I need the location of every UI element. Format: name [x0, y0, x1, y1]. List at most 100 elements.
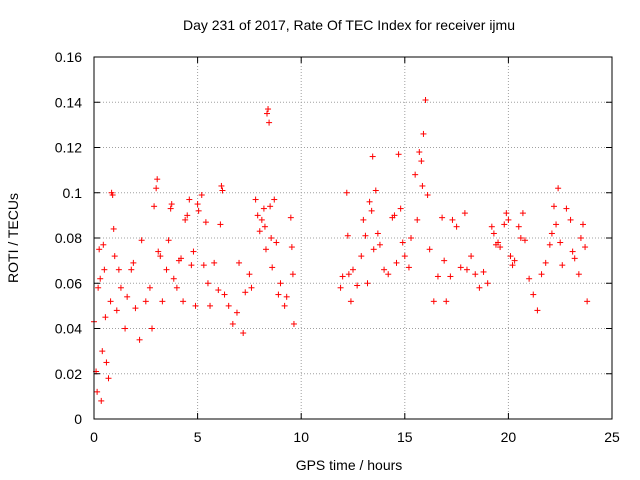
data-point	[136, 336, 143, 343]
data-point	[453, 223, 460, 230]
data-point	[283, 293, 290, 300]
data-point	[509, 262, 516, 269]
data-point	[447, 273, 454, 280]
data-point	[577, 235, 584, 241]
data-point	[426, 246, 433, 253]
data-point	[579, 221, 586, 228]
data-point	[248, 284, 255, 291]
data-point	[395, 151, 402, 158]
data-point	[345, 271, 352, 278]
data-point	[391, 212, 398, 219]
data-point	[184, 212, 191, 219]
y-tick-label: 0.04	[55, 321, 82, 337]
data-point	[105, 375, 112, 382]
data-point	[420, 130, 427, 137]
data-point	[515, 223, 522, 230]
tick-labels: 0 5 10 15 20 25 0 0.02 0.04 0.06 0.08 0.1 0.12 0.14 0.…	[55, 49, 620, 445]
data-point	[343, 189, 350, 196]
data-point	[288, 244, 295, 251]
data-point	[281, 302, 288, 309]
data-point	[488, 223, 495, 230]
data-point	[159, 298, 166, 305]
data-point	[167, 205, 174, 212]
data-point	[258, 216, 265, 223]
data-point	[430, 298, 437, 305]
data-point	[98, 397, 105, 404]
data-point	[376, 241, 383, 248]
data-point	[419, 182, 426, 189]
data-point	[476, 284, 483, 291]
data-point	[109, 192, 116, 199]
data-point	[194, 201, 201, 208]
data-point	[511, 257, 518, 264]
data-point	[267, 203, 274, 210]
data-point	[412, 171, 419, 178]
data-point	[155, 248, 162, 255]
data-point	[130, 259, 137, 266]
data-point	[256, 228, 263, 235]
chart-title: Day 231 of 2017, Rate Of TEC Index for r…	[183, 17, 515, 33]
data-point	[107, 298, 114, 305]
data-point	[142, 298, 149, 305]
y-tick-label: 0	[74, 411, 82, 427]
data-point	[182, 216, 189, 223]
x-tick-label: 0	[90, 429, 98, 445]
data-point	[211, 259, 218, 266]
y-tick-label: 0.12	[55, 140, 82, 156]
data-point	[271, 196, 278, 203]
data-point	[146, 284, 153, 291]
data-point	[190, 248, 197, 255]
data-point	[495, 239, 502, 246]
data-point	[204, 280, 211, 287]
data-point	[215, 287, 222, 294]
data-point	[180, 298, 187, 305]
data-point	[219, 187, 226, 194]
data-point	[138, 237, 145, 244]
data-point	[170, 275, 177, 282]
data-point	[439, 214, 446, 221]
data-point	[362, 232, 369, 239]
data-point	[370, 246, 377, 253]
data-point	[553, 221, 560, 228]
data-point	[132, 305, 139, 312]
data-point	[360, 216, 367, 223]
x-tick-label: 10	[293, 429, 309, 445]
data-point	[416, 149, 423, 156]
data-point	[519, 210, 526, 217]
data-point	[168, 201, 175, 208]
y-axis-title: ROTI / TECUs	[5, 193, 21, 283]
data-point	[381, 266, 388, 273]
data-point	[521, 237, 528, 244]
data-point	[385, 271, 392, 278]
x-tick-label: 20	[501, 429, 517, 445]
data-point	[260, 205, 267, 212]
data-point	[229, 320, 236, 327]
data-point	[265, 106, 272, 113]
data-point	[399, 239, 406, 246]
data-points	[91, 96, 591, 404]
data-point	[151, 203, 158, 210]
data-point	[557, 239, 564, 246]
data-point	[358, 253, 365, 260]
data-point	[287, 214, 294, 221]
data-point	[490, 230, 497, 237]
data-point	[94, 388, 101, 395]
data-point	[252, 196, 259, 203]
data-point	[369, 153, 376, 160]
data-point	[354, 282, 361, 289]
data-point	[233, 309, 240, 316]
data-point	[261, 223, 268, 230]
data-point	[548, 230, 555, 237]
data-point	[102, 314, 109, 321]
data-point	[443, 298, 450, 305]
data-point	[218, 182, 225, 189]
y-tick-label: 0.16	[55, 49, 82, 65]
data-point	[405, 264, 412, 271]
data-point	[198, 192, 205, 199]
y-tick-label: 0.1	[63, 185, 83, 201]
data-point	[559, 262, 566, 269]
x-tick-label: 5	[194, 429, 202, 445]
data-point	[501, 221, 508, 228]
data-point	[128, 266, 135, 273]
